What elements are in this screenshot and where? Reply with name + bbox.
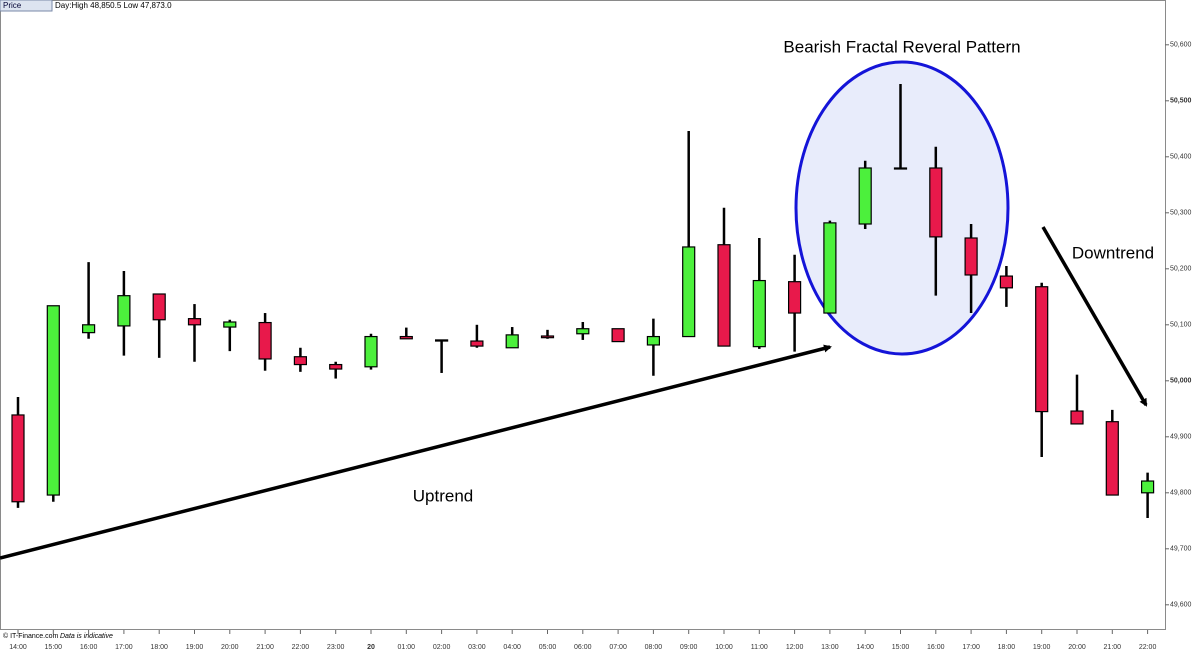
candle-body [752,279,766,348]
x-tick-label: 06:00 [574,644,592,651]
candle-body [81,324,96,334]
x-tick-label: 04:00 [503,644,521,651]
x-tick-label: 07:00 [609,644,627,651]
candle-body [329,363,343,370]
y-tick-label: 50,500 [1170,98,1192,105]
x-tick-label: 16:00 [80,644,98,651]
x-tick-label: 18:00 [998,644,1016,651]
candle-body [1035,286,1049,413]
x-tick-label: 14:00 [856,644,874,651]
y-tick-label: 50,000 [1170,378,1192,385]
candle-body [505,334,519,349]
candle-body [187,318,202,326]
candle-body [646,335,661,346]
x-tick-label: 05:00 [539,644,557,651]
candle-body [540,335,555,339]
candle-body [858,167,872,225]
uptrend-label: Uptrend [413,486,473,505]
candle-body [999,275,1014,289]
x-tick-label: 03:00 [468,644,486,651]
downtrend-label: Downtrend [1072,243,1154,262]
candle-body [682,246,696,338]
x-tick-label: 23:00 [327,644,345,651]
candle-body [1070,410,1084,425]
x-tick-label: 10:00 [715,644,733,651]
x-tick-label: 20:00 [1068,644,1086,651]
y-tick-label: 49,600 [1170,602,1192,609]
candle-body [364,335,378,368]
pattern-label: Bearish Fractal Reveral Pattern [783,37,1020,56]
x-tick-label: 19:00 [1033,644,1051,651]
y-tick-label: 49,900 [1170,434,1192,441]
x-tick-label: 01:00 [398,644,416,651]
candle-body [929,167,943,238]
pattern-ellipse [794,60,1010,356]
footer-source: © IT-Finance.com [3,632,59,640]
x-tick-label: 21:00 [1104,644,1122,651]
x-tick-label: 16:00 [927,644,945,651]
header-info: Day:High 48,850.5 Low 47,873.0 [55,1,172,10]
x-tick-label: 08:00 [645,644,663,651]
candle-body [399,335,413,340]
y-tick-label: 50,600 [1170,42,1192,49]
x-tick-label: 02:00 [433,644,451,651]
downtrend-arrow [1041,226,1148,407]
candle-body [470,340,484,347]
x-tick-label: 11:00 [751,644,768,651]
candle-body [293,356,307,366]
candle-body [787,281,802,314]
x-tick-label: 18:00 [150,644,168,651]
candle-body [576,328,590,335]
footer-note: Data is indicative [60,633,113,640]
candle-body [152,293,166,321]
x-tick-label: 15:00 [892,644,910,651]
x-tick-label: 22:00 [1139,644,1157,651]
x-tick-label: 21:00 [256,644,274,651]
candle-body [823,222,837,314]
plot-frame [0,0,1166,630]
uptrend-arrow [0,344,832,560]
candle-body [964,237,978,276]
x-tick-label: 14:00 [9,644,27,651]
header-widget[interactable] [0,0,53,12]
candle-body [435,339,449,342]
x-tick-label: 15:00 [45,644,63,651]
candle-body [1140,480,1155,494]
x-tick-label: 09:00 [680,644,698,651]
y-tick-label: 50,100 [1170,322,1192,329]
candles [11,84,1155,518]
candle-body [11,414,25,503]
candle-body [717,244,731,347]
candle-body [258,321,272,360]
x-tick-label: 20 [367,644,375,651]
x-tick-label: 22:00 [292,644,310,651]
candle-body [223,321,237,328]
x-tick-label: 13:00 [821,644,839,651]
x-tick-label: 17:00 [115,644,133,651]
candle-body [611,328,625,343]
x-tick-label: 19:00 [186,644,204,651]
candle-body [1105,421,1119,496]
candle-body [117,295,131,327]
candle-body [893,167,908,170]
header-label: Price [3,1,22,10]
y-tick-label: 50,400 [1170,154,1192,161]
y-tick-label: 49,800 [1170,490,1192,497]
x-tick-label: 20:00 [221,644,239,651]
y-tick-label: 50,300 [1170,210,1192,217]
y-tick-label: 49,700 [1170,546,1192,553]
x-tick-label: 12:00 [786,644,804,651]
candle-body [46,305,60,496]
x-tick-label: 17:00 [962,644,980,651]
y-tick-label: 50,200 [1170,266,1192,273]
